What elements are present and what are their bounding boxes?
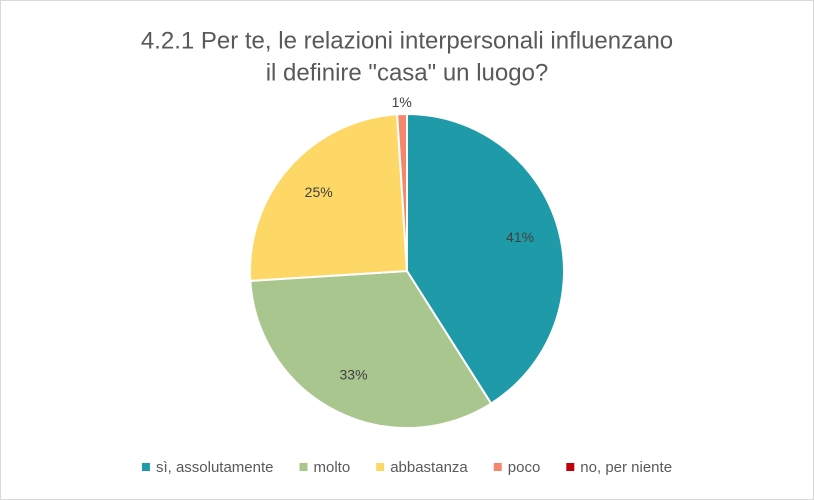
legend-marker bbox=[141, 463, 150, 471]
legend-label: molto bbox=[314, 459, 351, 476]
chart-title: 4.2.1 Per te, le relazioni interpersonal… bbox=[141, 27, 673, 54]
data-label: 41% bbox=[506, 229, 534, 245]
pie-slice bbox=[249, 269, 493, 429]
pie-slice bbox=[249, 113, 409, 282]
legend-label: abbastanza bbox=[390, 459, 468, 476]
legend-label: sì, assolutamente bbox=[156, 459, 274, 476]
data-label: 1% bbox=[392, 94, 412, 110]
legend-marker bbox=[376, 463, 385, 471]
legend-label: no, per niente bbox=[580, 459, 672, 476]
chart-title: il definire "casa" un luogo? bbox=[266, 59, 549, 86]
data-label: 25% bbox=[305, 184, 333, 200]
legend-marker bbox=[493, 463, 502, 471]
legend-marker bbox=[299, 463, 308, 471]
data-label: 33% bbox=[340, 367, 368, 383]
legend-label: poco bbox=[508, 459, 541, 476]
legend-marker bbox=[566, 463, 575, 471]
